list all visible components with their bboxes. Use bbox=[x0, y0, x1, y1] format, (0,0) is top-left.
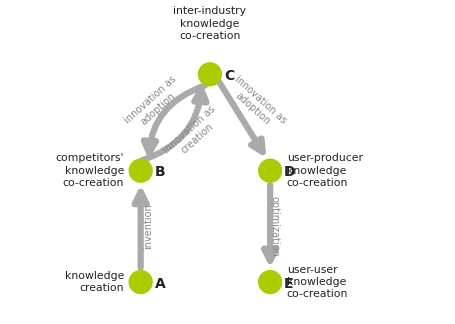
Circle shape bbox=[258, 271, 281, 294]
Text: A: A bbox=[154, 277, 165, 291]
Text: inter-industry
knowledge
co-creation: inter-industry knowledge co-creation bbox=[173, 6, 246, 41]
Text: invention: invention bbox=[143, 203, 153, 249]
Text: D: D bbox=[283, 165, 295, 179]
Circle shape bbox=[129, 271, 152, 294]
Text: innovation as
adoption: innovation as adoption bbox=[122, 75, 186, 134]
Circle shape bbox=[129, 159, 152, 182]
Text: innovation as
creation: innovation as creation bbox=[162, 104, 225, 165]
Text: B: B bbox=[154, 165, 165, 179]
Text: E: E bbox=[283, 277, 293, 291]
Text: user-producer
knowledge
co-creation: user-producer knowledge co-creation bbox=[286, 153, 362, 188]
Circle shape bbox=[198, 63, 221, 86]
Text: innovation as
adoption: innovation as adoption bbox=[224, 75, 288, 134]
Text: user-user
knowledge
co-creation: user-user knowledge co-creation bbox=[286, 265, 347, 299]
Circle shape bbox=[258, 159, 281, 182]
Text: competitors'
knowledge
co-creation: competitors' knowledge co-creation bbox=[56, 153, 124, 188]
Text: knowledge
creation: knowledge creation bbox=[65, 271, 124, 293]
Text: C: C bbox=[223, 69, 233, 83]
Text: optimization: optimization bbox=[269, 196, 279, 257]
